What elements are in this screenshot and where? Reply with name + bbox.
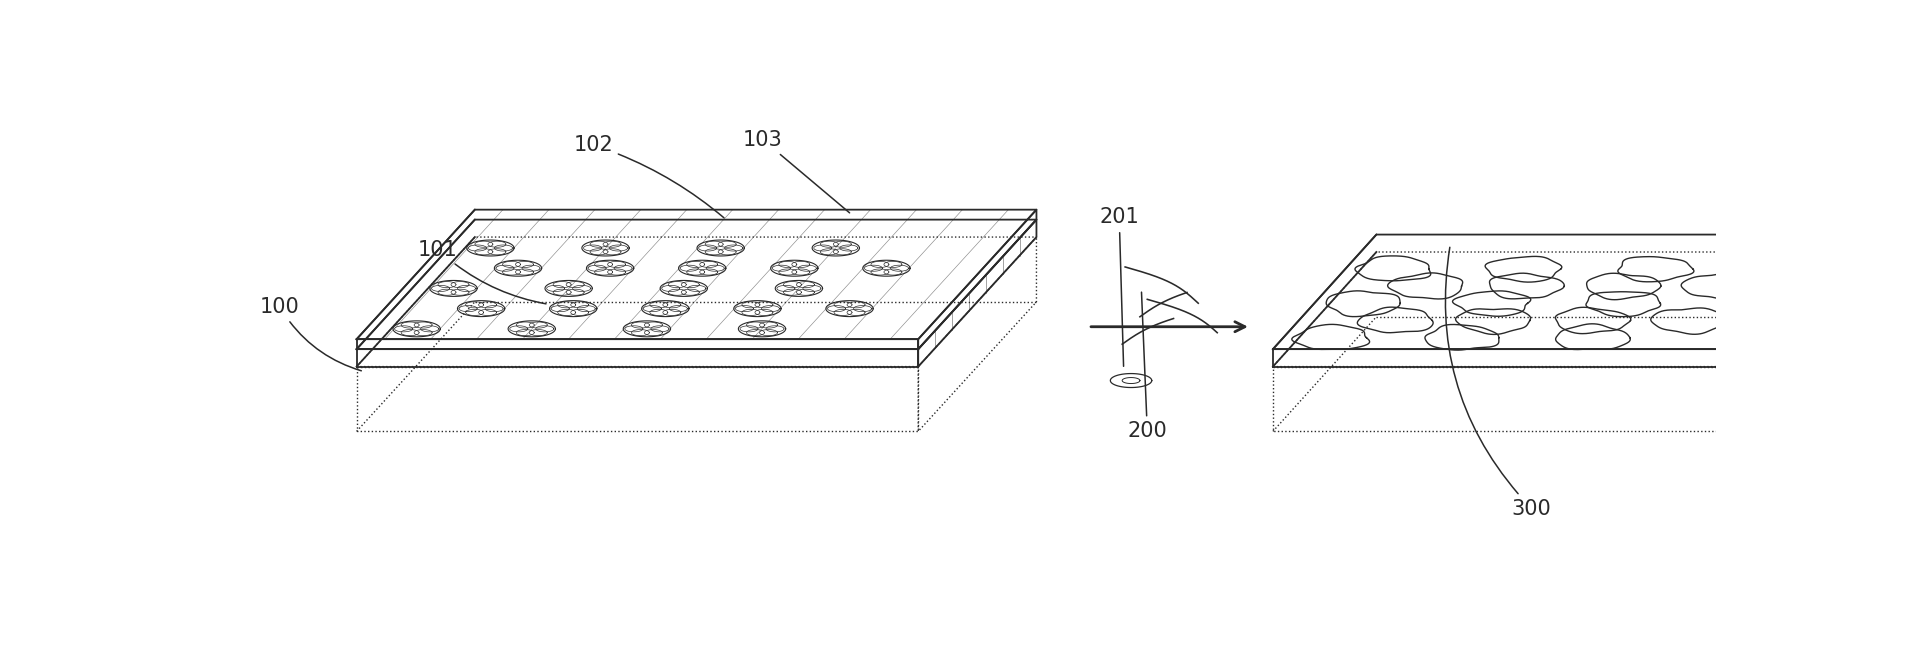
Text: 101: 101 [418, 239, 545, 304]
Text: 300: 300 [1446, 247, 1552, 519]
Text: 103: 103 [744, 130, 851, 213]
Text: 102: 102 [574, 135, 725, 218]
Text: 100: 100 [259, 297, 360, 371]
Text: 201: 201 [1098, 207, 1138, 366]
Text: 200: 200 [1127, 292, 1167, 441]
